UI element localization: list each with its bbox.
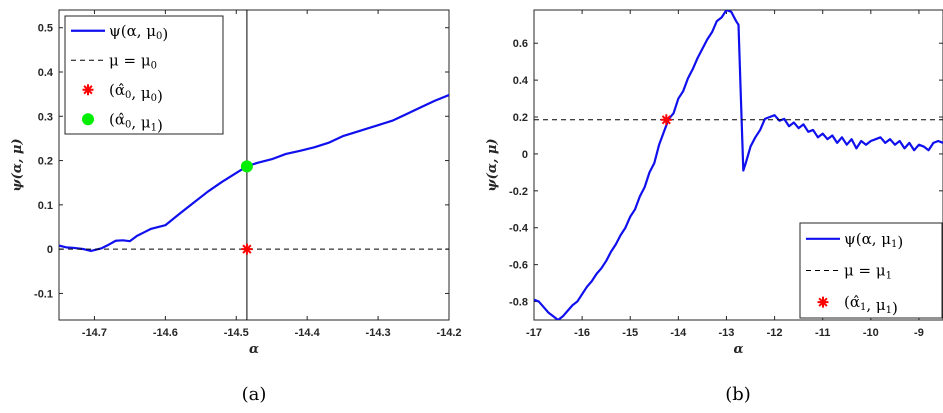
y-tick-label: 0.3: [38, 111, 53, 123]
legend-label: ψ(α, μ1): [844, 230, 903, 251]
y-tick-label: 0.2: [38, 156, 53, 168]
x-tick-label: -14.6: [153, 327, 178, 339]
legend-label: ψ(α, μ0): [109, 22, 168, 43]
y-tick-label: 0.4: [38, 67, 54, 79]
x-tick-label: -14.2: [436, 327, 461, 339]
data-point-star: [660, 114, 672, 126]
y-tick-label: -0.8: [509, 297, 528, 309]
legend: ψ(α, μ1) μ = μ1 (α̂1, μ1): [799, 222, 943, 319]
panel-caption: (a): [242, 384, 267, 405]
y-tick-label: 0: [47, 244, 53, 256]
panel-caption: (b): [725, 384, 751, 405]
x-tick-label: -10: [863, 327, 879, 339]
y-axis-label: ψ(α, μ): [485, 138, 500, 191]
plot-content: [534, 10, 943, 320]
legend-label: (α̂1, μ1): [844, 293, 898, 317]
x-tick-label: -14: [670, 327, 687, 339]
x-axis-label: α: [733, 342, 743, 357]
x-tick-label: -17: [526, 327, 542, 339]
panel-b: -17 -16 -15 -14 -13 -12 -11 -10 -9 -0.8 -0.6 -0.4 -0…: [485, 9, 943, 405]
x-axis-label: α: [249, 342, 259, 357]
data-point-star: [241, 243, 253, 255]
y-tick-label: -0.1: [34, 288, 53, 300]
y-tick-label: 0.5: [38, 23, 53, 35]
x-tick-label: -14.7: [82, 327, 107, 339]
legend: ψ(α, μ0) μ = μ0 (α̂0, μ0) (α̂0, μ1): [64, 15, 224, 135]
legend-label: (α̂0, μ1): [109, 110, 163, 134]
series-line: [59, 94, 449, 253]
x-tick-label: -14.4: [295, 327, 321, 339]
x-tick-label: -13: [719, 327, 735, 339]
x-tick-label: -14.5: [224, 327, 249, 339]
y-tick-label: -0.6: [509, 260, 528, 272]
legend-label: μ = μ0: [109, 51, 157, 71]
legend-swatch-dot: [82, 113, 94, 126]
legend-swatch-star: [82, 84, 94, 96]
x-tick-label: -9: [914, 327, 924, 339]
legend-label: (α̂0, μ0): [109, 81, 163, 105]
x-tick-label: -11: [815, 327, 830, 339]
series-line: [534, 10, 943, 320]
plot-content: [59, 10, 449, 320]
y-tick-label: 0.2: [513, 112, 528, 124]
x-tick-label: -14.3: [366, 327, 391, 339]
y-tick-label: 0.4: [513, 75, 529, 87]
y-tick-label: 0.1: [38, 200, 53, 212]
panel-a: -14.7 -14.6 -14.5 -14.4 -14.3 -14.2 -0.1 0 0.1 0.…: [10, 9, 462, 405]
legend-swatch-star: [817, 296, 829, 308]
x-tick-label: -16: [574, 327, 590, 339]
x-tick-label: -15: [622, 327, 638, 339]
y-tick-label: 0.6: [513, 38, 528, 50]
legend-label: μ = μ1: [844, 262, 892, 282]
y-tick-label: -0.4: [509, 223, 529, 235]
y-tick-label: -0.2: [509, 186, 528, 198]
y-tick-label: 0: [522, 149, 528, 161]
x-tick-label: -12: [767, 327, 783, 339]
y-axis-label: ψ(α, μ): [10, 138, 25, 191]
data-point-dot: [240, 160, 253, 173]
